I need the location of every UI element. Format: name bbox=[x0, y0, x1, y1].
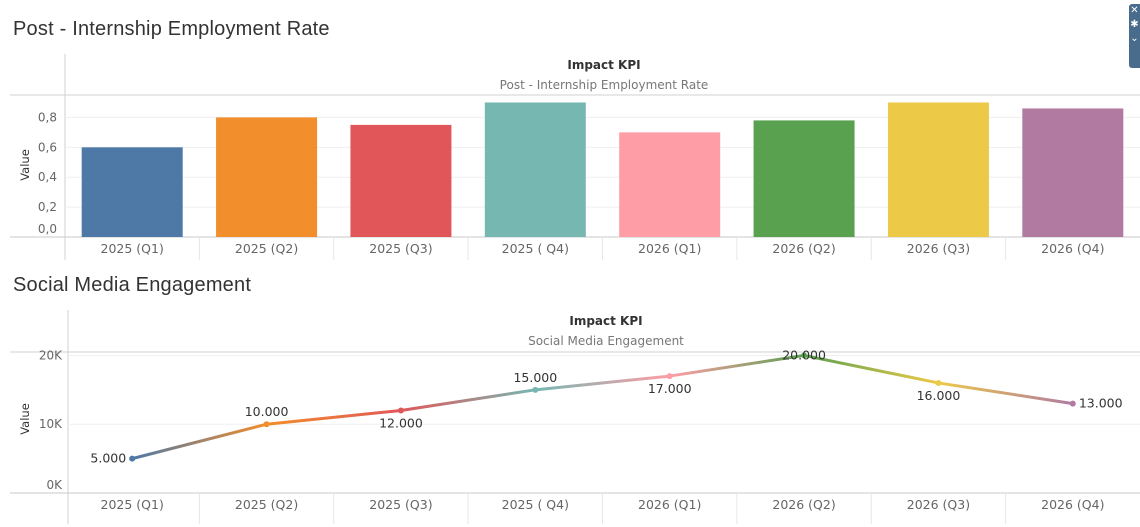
line-segment-1 bbox=[130, 422, 269, 461]
line-chart-header: Impact KPI bbox=[569, 314, 642, 328]
line-point-6 bbox=[801, 352, 808, 359]
bar-x-tick-label: 2026 (Q4) bbox=[1041, 241, 1104, 256]
line-x-tick-label: 2026 (Q1) bbox=[638, 497, 701, 512]
bar-y-tick-label: 0,0 bbox=[38, 222, 57, 236]
bar-y-tick-label: 0,8 bbox=[38, 110, 57, 124]
line-chart: Impact KPI Social Media Engagement 0K 10K 20… bbox=[10, 310, 1140, 524]
bar-y-axis-label: Value bbox=[18, 149, 32, 181]
bar-chart-header: Impact KPI bbox=[567, 58, 640, 72]
bar-6 bbox=[753, 120, 855, 237]
line-chart-title: Social Media Engagement bbox=[13, 274, 252, 296]
bar-x-tick-label: 2026 (Q3) bbox=[907, 241, 970, 256]
line-y-tick-label: 10K bbox=[39, 417, 63, 431]
line-point-4 bbox=[532, 386, 539, 393]
line-point-5 bbox=[666, 373, 673, 380]
line-point-3 bbox=[397, 407, 404, 414]
close-icon[interactable]: ✕ bbox=[1130, 5, 1139, 16]
line-segment-6 bbox=[802, 353, 940, 385]
line-data-label: 10.000 bbox=[245, 404, 289, 419]
line-segment-3 bbox=[399, 388, 537, 412]
line-data-label: 13.000 bbox=[1079, 396, 1123, 411]
bar-1 bbox=[81, 147, 183, 237]
line-segment-7 bbox=[936, 381, 1075, 406]
line-segment-5 bbox=[668, 353, 806, 378]
line-x-tick-label: 2025 ( Q4) bbox=[502, 497, 569, 512]
line-point-2 bbox=[263, 421, 270, 428]
bar-5 bbox=[619, 132, 721, 237]
bar-4 bbox=[484, 102, 586, 237]
chevron-icon[interactable]: ⌄ bbox=[1130, 33, 1139, 44]
line-data-label: 5.000 bbox=[90, 451, 126, 466]
line-data-label: 12.000 bbox=[379, 415, 423, 430]
line-point-1 bbox=[129, 455, 136, 462]
bar-x-tick-label: 2025 (Q3) bbox=[369, 241, 432, 256]
bar-chart: Impact KPI Post - Internship Employment R… bbox=[10, 54, 1140, 260]
line-x-tick-label: 2025 (Q1) bbox=[101, 497, 164, 512]
bar-y-tick-label: 0,4 bbox=[38, 170, 57, 184]
line-x-tick-label: 2025 (Q2) bbox=[235, 497, 298, 512]
line-segment-4 bbox=[533, 374, 672, 392]
sheet-toolbar[interactable]: ✕ ✱ ⌄ bbox=[1129, 4, 1140, 68]
line-data-label: 15.000 bbox=[513, 370, 557, 385]
line-y-axis-label: Value bbox=[18, 403, 32, 435]
pin-icon[interactable]: ✱ bbox=[1130, 19, 1139, 30]
line-y-tick-label: 20K bbox=[39, 348, 63, 362]
line-x-tick-label: 2026 (Q4) bbox=[1041, 497, 1104, 512]
line-data-label: 16.000 bbox=[917, 388, 961, 403]
line-point-7 bbox=[935, 379, 942, 386]
line-x-tick-label: 2026 (Q2) bbox=[772, 497, 835, 512]
bar-x-tick-label: 2026 (Q1) bbox=[638, 241, 701, 256]
bar-y-tick-label: 0,2 bbox=[38, 200, 57, 214]
line-x-tick-label: 2025 (Q3) bbox=[369, 497, 432, 512]
bar-x-tick-label: 2025 (Q1) bbox=[101, 241, 164, 256]
bar-3 bbox=[350, 124, 452, 237]
line-point-8 bbox=[1069, 400, 1076, 407]
line-y-tick-label: 0K bbox=[46, 478, 63, 492]
bar-x-tick-label: 2026 (Q2) bbox=[772, 241, 835, 256]
line-segment-2 bbox=[265, 408, 403, 426]
bar-x-tick-label: 2025 (Q2) bbox=[235, 241, 298, 256]
line-data-label: 17.000 bbox=[648, 381, 692, 396]
bar-chart-title: Post - Internship Employment Rate bbox=[13, 18, 330, 40]
line-data-label: 20.000 bbox=[782, 347, 826, 362]
bar-2 bbox=[216, 117, 318, 237]
bar-7 bbox=[887, 102, 989, 237]
line-chart-subtitle: Social Media Engagement bbox=[528, 334, 684, 348]
bar-y-tick-label: 0,6 bbox=[38, 140, 57, 154]
bar-x-tick-label: 2025 ( Q4) bbox=[502, 241, 569, 256]
line-x-tick-label: 2026 (Q3) bbox=[907, 497, 970, 512]
bar-chart-subtitle: Post - Internship Employment Rate bbox=[500, 78, 709, 92]
bar-8 bbox=[1022, 108, 1124, 237]
